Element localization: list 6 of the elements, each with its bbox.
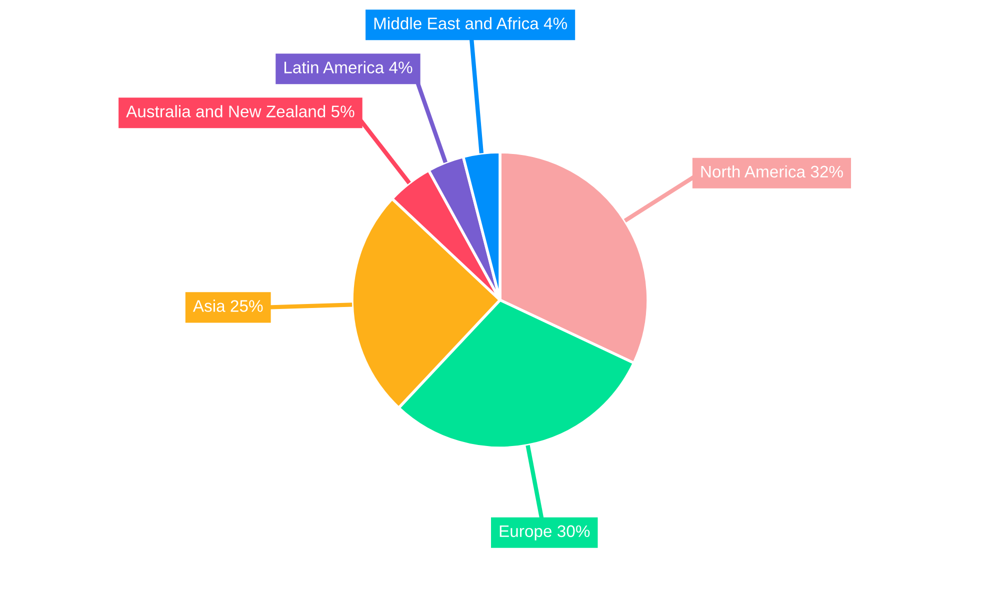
slice-label: North America 32%: [701, 165, 843, 178]
slice-label: Europe 30%: [500, 525, 590, 540]
slice-label: Middle East and Africa 4%: [374, 17, 568, 30]
slice-label: Latin America 4%: [284, 61, 412, 74]
slice-label: Asia 25%: [192, 300, 263, 312]
slice-label: Australia and New Zealand 5%: [126, 105, 354, 118]
